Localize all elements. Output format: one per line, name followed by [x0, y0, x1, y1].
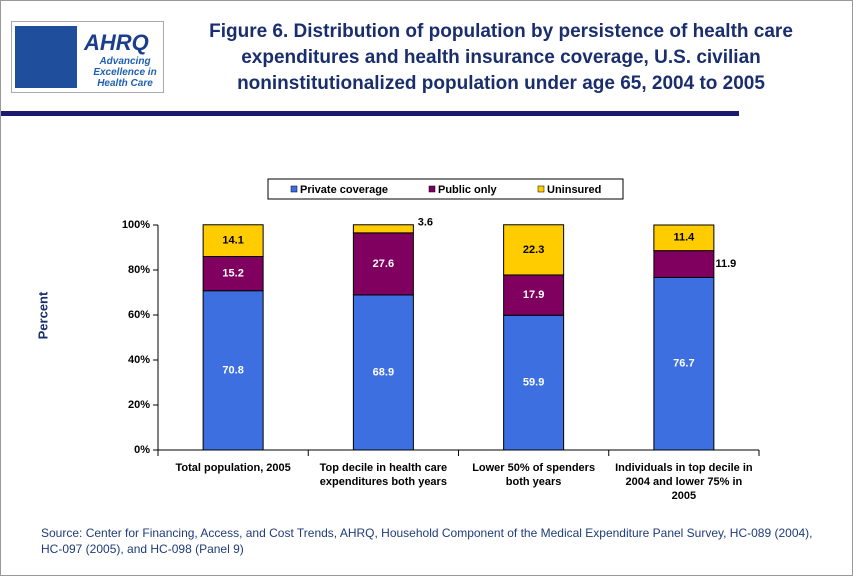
y-tick-label: 0%	[134, 444, 150, 456]
y-tick-label: 40%	[128, 354, 150, 366]
data-label: 59.9	[523, 377, 544, 389]
bar-segment	[653, 224, 715, 252]
data-label: 27.6	[373, 258, 394, 270]
hhs-seal	[15, 26, 77, 88]
source-note: Source: Center for Financing, Access, an…	[41, 526, 813, 556]
data-label: 14.1	[222, 235, 243, 247]
data-label: 76.7	[673, 358, 694, 370]
logo-name: AHRQ	[84, 30, 149, 55]
data-label: 22.3	[523, 244, 544, 256]
bar-segment	[653, 276, 715, 451]
bar-segment	[202, 290, 264, 451]
legend-label: Uninsured	[547, 184, 601, 196]
data-label: 15.2	[222, 268, 243, 280]
data-label: 3.6	[418, 217, 433, 229]
chart-title: Figure 6. Distribution of population by …	[209, 21, 793, 94]
bar-segment	[352, 224, 414, 234]
logo-tagline: Advancing Excellence in Health Care	[93, 56, 157, 89]
x-tick-label: Top decile in health care expenditures b…	[319, 462, 448, 488]
data-label: 11.4	[673, 232, 695, 244]
data-label: 11.9	[715, 258, 736, 270]
y-tick-label: 80%	[128, 264, 150, 276]
bar-segment	[503, 274, 565, 316]
legend-swatch	[428, 185, 436, 193]
data-label: 17.9	[523, 289, 544, 301]
data-label: 68.9	[373, 366, 394, 378]
bar-segment	[202, 256, 264, 292]
bar-segment	[503, 224, 565, 276]
y-tick-label: 60%	[128, 309, 150, 321]
data-label: 70.8	[222, 364, 243, 376]
x-tick-label: Total population, 2005	[175, 462, 291, 474]
bar-segment	[352, 232, 414, 296]
x-tick-label: Lower 50% of spenders both years	[472, 462, 596, 488]
legend-label: Private coverage	[300, 184, 388, 196]
bar-segment	[653, 250, 715, 278]
logo: AHRQ Advancing Excellence in Health Care	[11, 21, 164, 93]
y-tick-label: 100%	[122, 219, 150, 231]
legend-swatch	[290, 185, 298, 193]
separator	[1, 111, 739, 116]
x-tick-label: Individuals in top decile in 2004 and lo…	[615, 462, 753, 502]
legend-box	[267, 178, 624, 200]
legend-swatch	[537, 185, 545, 193]
y-axis-label: Percent	[35, 291, 51, 340]
legend-label: Public only	[438, 184, 498, 196]
bar-segment	[202, 224, 264, 257]
bar-segment	[503, 314, 565, 451]
y-tick-label: 20%	[128, 399, 150, 411]
